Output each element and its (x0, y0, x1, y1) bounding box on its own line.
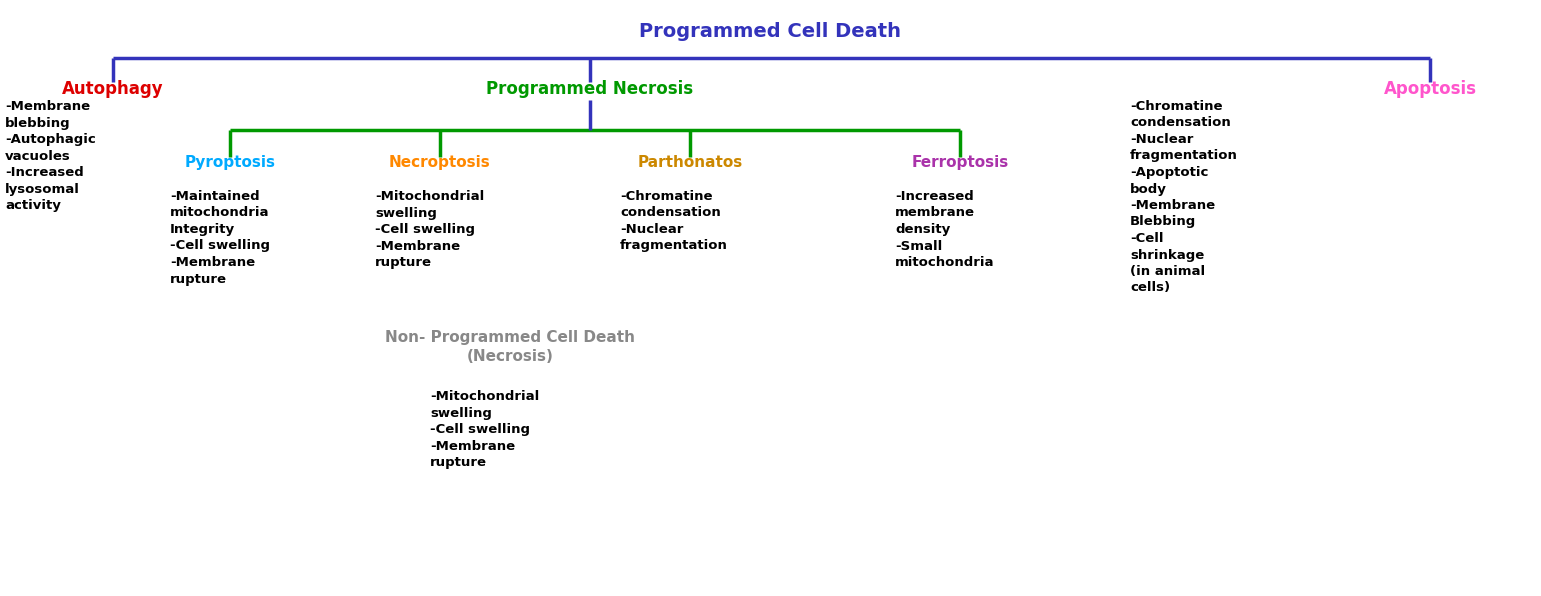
Text: Autophagy: Autophagy (62, 80, 163, 98)
Text: -Mitochondrial
swelling
-Cell swelling
-Membrane
rupture: -Mitochondrial swelling -Cell swelling -… (374, 190, 484, 269)
Text: Ferroptosis: Ferroptosis (911, 155, 1009, 170)
Text: -Increased
membrane
density
-Small
mitochondria: -Increased membrane density -Small mitoc… (895, 190, 994, 269)
Text: -Membrane
blebbing
-Autophagic
vacuoles
-Increased
lysosomal
activity: -Membrane blebbing -Autophagic vacuoles … (5, 100, 96, 212)
Text: Programmed Necrosis: Programmed Necrosis (487, 80, 693, 98)
Text: Pyroptosis: Pyroptosis (185, 155, 276, 170)
Text: Non- Programmed Cell Death
(Necrosis): Non- Programmed Cell Death (Necrosis) (385, 330, 635, 364)
Text: Necroptosis: Necroptosis (390, 155, 492, 170)
Text: Parthonatos: Parthonatos (638, 155, 743, 170)
Text: -Chromatine
condensation
-Nuclear
fragmentation
-Apoptotic
body
-Membrane
Blebbi: -Chromatine condensation -Nuclear fragme… (1130, 100, 1237, 294)
Text: -Maintained
mitochondria
Integrity
-Cell swelling
-Membrane
rupture: -Maintained mitochondria Integrity -Cell… (170, 190, 270, 285)
Text: -Mitochondrial
swelling
-Cell swelling
-Membrane
rupture: -Mitochondrial swelling -Cell swelling -… (430, 390, 539, 469)
Text: Apoptosis: Apoptosis (1384, 80, 1476, 98)
Text: -Chromatine
condensation
-Nuclear
fragmentation: -Chromatine condensation -Nuclear fragme… (619, 190, 727, 253)
Text: Programmed Cell Death: Programmed Cell Death (640, 22, 901, 41)
